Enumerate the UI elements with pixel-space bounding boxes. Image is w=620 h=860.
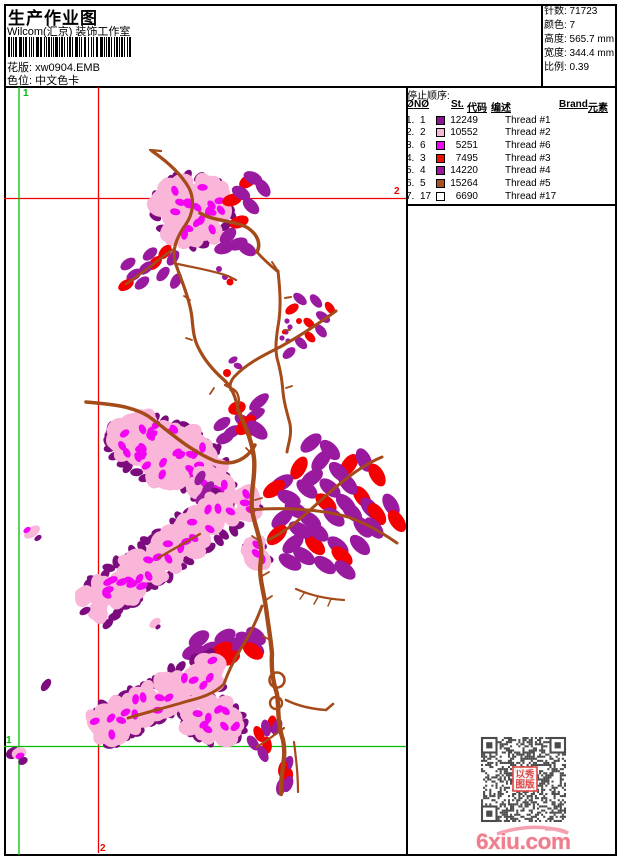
svg-text:图版: 图版	[515, 779, 535, 791]
svg-text:6xiu.com: 6xiu.com	[476, 829, 571, 854]
svg-text:以秀: 以秀	[515, 769, 535, 781]
